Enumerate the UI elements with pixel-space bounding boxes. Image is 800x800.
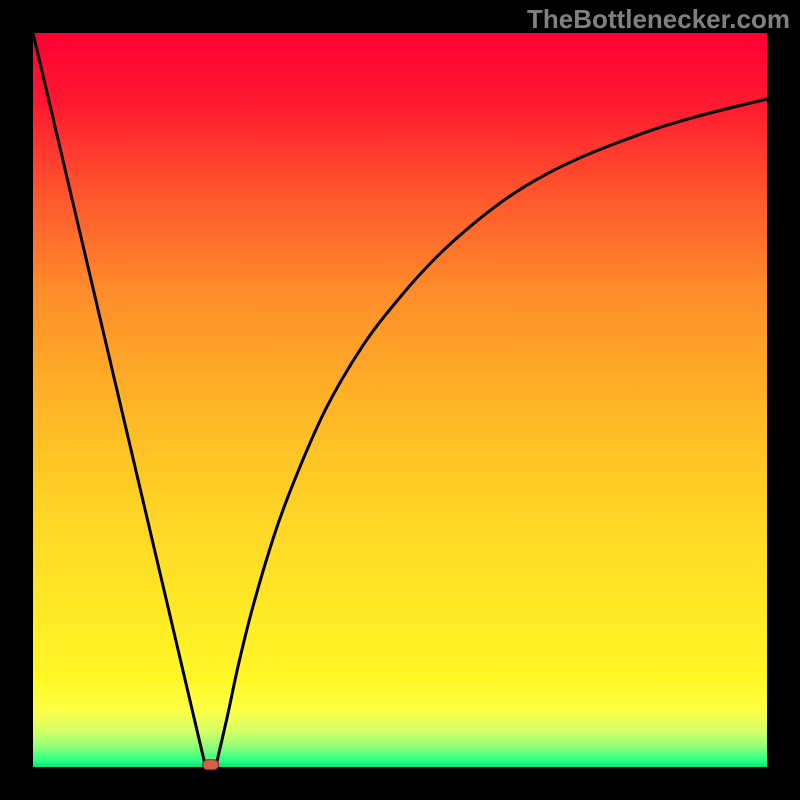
bottleneck-chart: TheBottlenecker.com xyxy=(0,0,800,800)
min-point-marker xyxy=(203,760,219,770)
chart-svg xyxy=(0,0,800,800)
chart-background-gradient xyxy=(33,33,767,767)
